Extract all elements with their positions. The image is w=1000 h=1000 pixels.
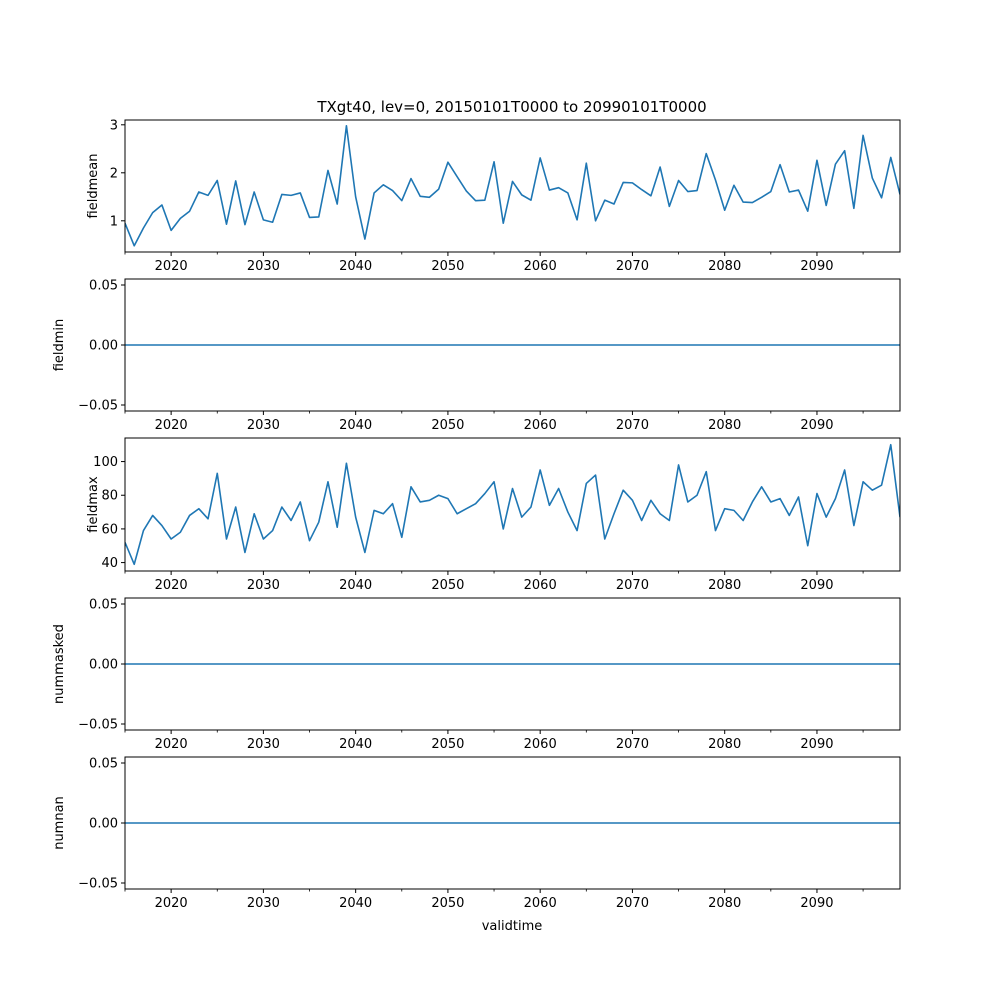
y-tick-label-fieldmax: 40 [101,556,118,571]
y-tick-label-fieldmean: 3 [110,118,118,133]
series-line-fieldmax [125,443,900,566]
panel-fieldmin: 2020 2030 2040 2050 2060 2070 2080 2090 −0.05 0.0… [52,278,901,433]
x-tick-label-nummasked: 2060 [524,737,557,752]
x-axis-label: validtime [482,919,543,934]
x-tick-label-fieldmax: 2050 [431,578,464,593]
x-tick-label-fieldmin: 2050 [431,418,464,433]
x-tick-label-nummasked: 2020 [155,737,188,752]
x-tick-label-fieldmax: 2020 [155,578,188,593]
x-tick-label-fieldmean: 2040 [339,259,372,274]
y-tick-label-fieldmin: 0.00 [89,339,118,354]
x-tick-label-numnan: 2090 [800,896,833,911]
x-tick-label-fieldmin: 2060 [524,418,557,433]
panel-fieldmax: 2020 2030 2040 2050 2060 2070 2080 2090 40 60 80 10… [86,437,901,593]
axes-frame-fieldmax [124,437,901,572]
x-tick-label-fieldmin: 2090 [800,418,833,433]
x-tick-label-fieldmean: 2070 [616,259,649,274]
series-line-fieldmean [125,124,900,247]
panel-numnan: 2020 2030 2040 2050 2060 2070 2080 2090 −0.05 0.0… [52,756,901,911]
x-tick-label-nummasked: 2050 [431,737,464,752]
x-tick-label-fieldmin: 2080 [708,418,741,433]
y-tick-label-fieldmean: 1 [110,214,118,229]
x-tick-label-fieldmin: 2040 [339,418,372,433]
y-axis-label-fieldmax: fieldmax [86,476,101,533]
axes-frame-fieldmean [124,119,901,253]
y-axis-label-nummasked: nummasked [52,624,67,704]
x-tick-label-numnan: 2020 [155,896,188,911]
x-tick-label-nummasked: 2030 [247,737,280,752]
y-tick-label-nummasked: 0.05 [89,598,118,613]
x-tick-label-nummasked: 2080 [708,737,741,752]
x-tick-label-fieldmax: 2070 [616,578,649,593]
x-tick-label-fieldmax: 2090 [800,578,833,593]
x-tick-label-fieldmin: 2030 [247,418,280,433]
x-tick-label-fieldmax: 2080 [708,578,741,593]
x-tick-label-numnan: 2060 [524,896,557,911]
x-tick-label-fieldmax: 2060 [524,578,557,593]
y-tick-label-fieldmax: 60 [101,522,118,537]
y-tick-label-numnan: 0.05 [89,757,118,772]
panel-fieldmean: 2020 2030 2040 2050 2060 2070 2080 2090 1 2 3 field… [86,118,901,274]
y-tick-label-fieldmax: 100 [93,455,118,470]
y-tick-label-nummasked: 0.00 [89,658,118,673]
panel-nummasked: 2020 2030 2040 2050 2060 2070 2080 2090 −0.05 0.0… [52,597,901,752]
x-tick-label-numnan: 2080 [708,896,741,911]
y-tick-label-fieldmax: 80 [101,489,118,504]
y-tick-label-fieldmin: 0.05 [89,279,118,294]
x-tick-label-nummasked: 2090 [800,737,833,752]
x-tick-label-fieldmax: 2030 [247,578,280,593]
y-tick-label-fieldmean: 2 [110,166,118,181]
x-tick-label-numnan: 2070 [616,896,649,911]
y-tick-label-numnan: −0.05 [78,877,118,892]
y-axis-label-fieldmean: fieldmean [86,154,101,219]
chart-title: TXgt40, lev=0, 20150101T0000 to 20990101… [316,98,706,116]
x-tick-label-fieldmin: 2070 [616,418,649,433]
y-tick-label-fieldmin: −0.05 [78,399,118,414]
y-axis-label-numnan: numnan [52,796,67,850]
y-axis-label-fieldmin: fieldmin [52,319,67,372]
x-tick-label-fieldmean: 2030 [247,259,280,274]
y-tick-label-nummasked: −0.05 [78,718,118,733]
x-tick-label-fieldmean: 2090 [800,259,833,274]
x-tick-label-nummasked: 2070 [616,737,649,752]
x-tick-label-fieldmean: 2020 [155,259,188,274]
x-tick-label-fieldmax: 2040 [339,578,372,593]
y-tick-label-numnan: 0.00 [89,817,118,832]
x-tick-label-fieldmean: 2050 [431,259,464,274]
x-tick-label-numnan: 2040 [339,896,372,911]
x-tick-label-fieldmin: 2020 [155,418,188,433]
x-tick-label-fieldmean: 2060 [524,259,557,274]
x-tick-label-fieldmean: 2080 [708,259,741,274]
x-tick-label-numnan: 2050 [431,896,464,911]
x-tick-label-nummasked: 2040 [339,737,372,752]
x-tick-label-numnan: 2030 [247,896,280,911]
